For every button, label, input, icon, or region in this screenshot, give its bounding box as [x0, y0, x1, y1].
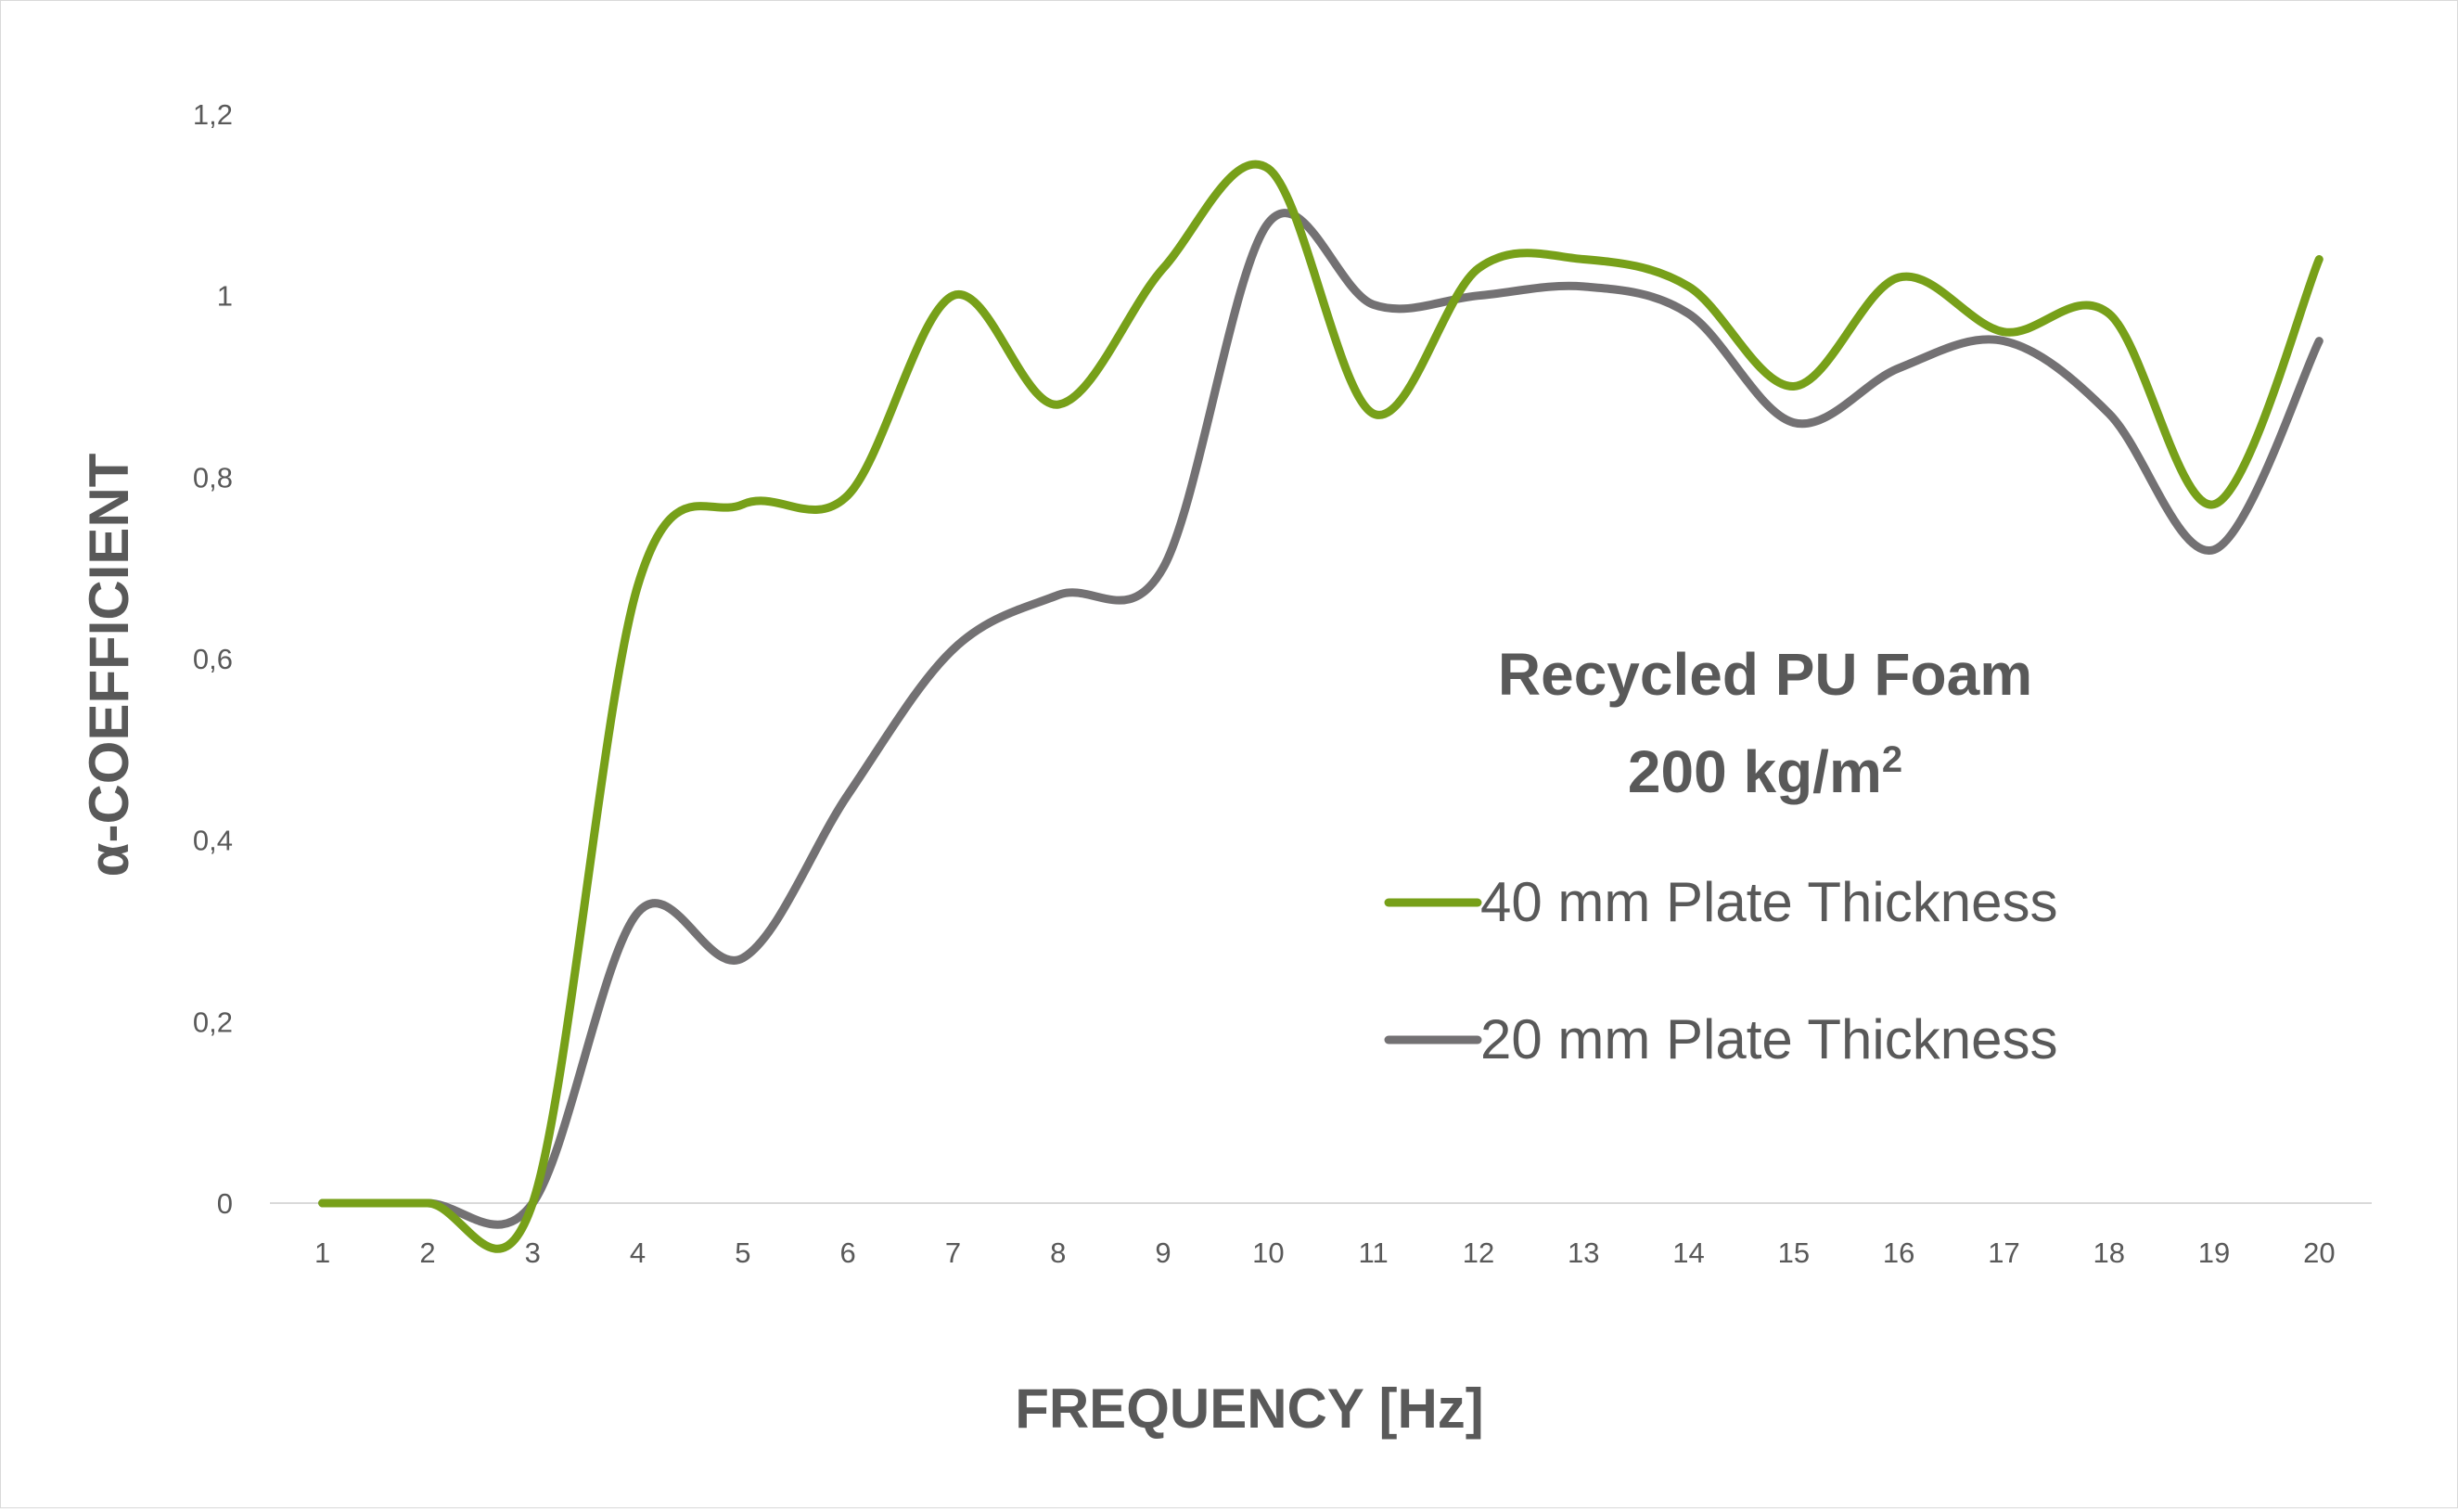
y-tick-label: 0,8: [193, 461, 233, 493]
legend: 40 mm Plate Thickness 20 mm Plate Thickn…: [1384, 871, 2057, 1070]
y-tick-label: 1: [217, 280, 233, 313]
legend-item-20mm: 20 mm Plate Thickness: [1384, 1008, 2057, 1070]
annotation-line-1: Recycled PU Foam: [1498, 641, 2032, 708]
x-tick-label: 18: [2093, 1237, 2125, 1269]
annotation-line-2: 200 kg/m2: [1628, 738, 1902, 805]
x-tick-label: 17: [1988, 1237, 2019, 1269]
annotation-line-2-text: 200 kg/m: [1628, 738, 1882, 805]
x-tick-label: 3: [525, 1237, 541, 1269]
series-layer: [318, 160, 2324, 1253]
series-line-40mm: [318, 160, 2324, 1253]
x-tick-label: 4: [630, 1237, 646, 1269]
x-tick-label: 6: [840, 1237, 856, 1269]
x-tick-label: 14: [1672, 1237, 1704, 1269]
y-tick-label: 0,4: [193, 825, 233, 857]
y-tick-label: 0: [217, 1187, 233, 1220]
y-tick-label: 0,2: [193, 1006, 233, 1038]
x-tick-label: 7: [945, 1237, 961, 1269]
annotation-superscript: 2: [1882, 739, 1902, 780]
y-axis-title: α-COEFFICIENT: [78, 454, 140, 878]
x-tick-label: 8: [1050, 1237, 1066, 1269]
x-tick-label: 1: [314, 1237, 330, 1269]
legend-label-40mm: 40 mm Plate Thickness: [1480, 871, 2057, 933]
x-tick-label: 13: [1568, 1237, 1599, 1269]
x-tick-label: 11: [1359, 1237, 1389, 1269]
series-line-20mm: [318, 209, 2324, 1229]
chart-annotation: Recycled PU Foam 200 kg/m2: [1498, 641, 2032, 805]
x-tick-label: 9: [1155, 1237, 1171, 1269]
x-tick-label: 5: [735, 1237, 750, 1269]
legend-item-40mm: 40 mm Plate Thickness: [1384, 871, 2057, 933]
x-tick-label: 19: [2198, 1237, 2230, 1269]
y-tick-label: 0,6: [193, 643, 233, 675]
x-tick-label: 10: [1252, 1237, 1284, 1269]
x-tick-label: 16: [1883, 1237, 1914, 1269]
x-tick-label: 20: [2303, 1237, 2335, 1269]
x-axis-title: FREQUENCY [Hz]: [1015, 1377, 1484, 1440]
x-tick-label: 2: [419, 1237, 435, 1269]
axis-layer: 00,20,40,60,811,21 2 3 4 5 6 7 8 9 10 11 12 13 14 15 16…: [193, 98, 2372, 1269]
y-tick-label: 1,2: [193, 98, 233, 131]
x-tick-label: 15: [1778, 1237, 1810, 1269]
x-tick-label: 12: [1463, 1237, 1494, 1269]
legend-label-20mm: 20 mm Plate Thickness: [1480, 1008, 2057, 1070]
